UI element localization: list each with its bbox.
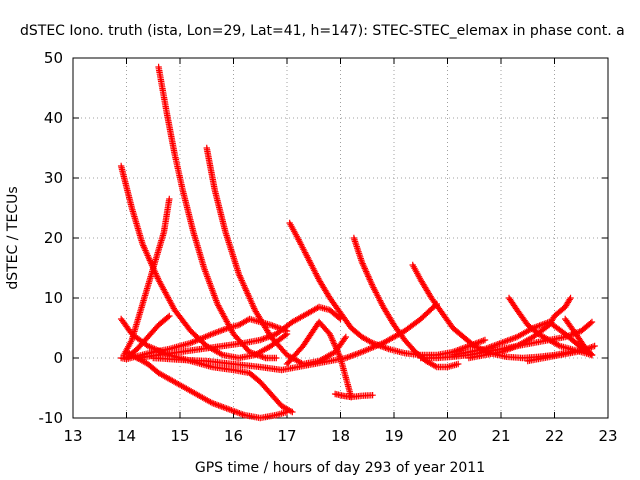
axis-ticks: 13 14 15 16 17 18 19 20 21 22 23 -10 0 10 20 30 40 50 xyxy=(39,49,618,445)
series xyxy=(117,162,291,362)
data-point xyxy=(289,408,296,416)
series xyxy=(123,348,291,422)
x-tick-label: 18 xyxy=(331,427,350,445)
x-tick-label: 23 xyxy=(598,427,617,445)
data-point xyxy=(555,341,562,349)
data-point xyxy=(166,195,173,203)
y-tick-label: 50 xyxy=(44,49,63,67)
data-point xyxy=(166,312,173,320)
chart-title: dSTEC Iono. truth (ista, Lon=29, Lat=41,… xyxy=(20,23,625,39)
series xyxy=(286,219,489,359)
data-point xyxy=(567,294,574,302)
x-tick-label: 19 xyxy=(384,427,403,445)
data-point xyxy=(432,362,439,370)
data-point xyxy=(591,342,598,350)
series xyxy=(465,294,574,362)
y-axis-title: dSTEC / TECUs xyxy=(5,186,21,289)
data-points xyxy=(117,63,598,422)
x-tick-label: 15 xyxy=(170,427,189,445)
y-tick-label: 0 xyxy=(53,349,63,367)
x-tick-label: 14 xyxy=(117,427,136,445)
series xyxy=(283,318,355,401)
data-point xyxy=(341,335,348,342)
series xyxy=(562,315,596,359)
series xyxy=(134,303,344,362)
data-point xyxy=(273,354,280,362)
series xyxy=(150,300,440,374)
x-tick-label: 13 xyxy=(63,427,82,445)
data-point xyxy=(588,351,596,359)
y-tick-label: -10 xyxy=(39,409,64,427)
y-tick-label: 30 xyxy=(44,169,63,187)
series xyxy=(331,390,376,401)
data-point xyxy=(588,318,596,326)
data-point xyxy=(587,350,595,357)
data-point xyxy=(164,313,172,321)
data-point xyxy=(342,333,350,341)
x-tick-label: 16 xyxy=(224,427,243,445)
data-point xyxy=(481,336,489,344)
series xyxy=(123,312,173,362)
data-point xyxy=(287,407,295,415)
series xyxy=(155,63,280,362)
data-point xyxy=(283,408,291,416)
data-point xyxy=(587,319,594,327)
x-axis-title: GPS time / hours of day 293 of year 2011 xyxy=(195,460,485,476)
data-point xyxy=(455,360,462,368)
y-tick-label: 10 xyxy=(44,289,63,307)
y-tick-label: 20 xyxy=(44,229,63,247)
grid xyxy=(73,58,608,418)
series xyxy=(350,234,462,371)
x-tick-label: 22 xyxy=(545,427,564,445)
x-tick-label: 17 xyxy=(277,427,296,445)
series xyxy=(120,195,173,359)
x-tick-label: 20 xyxy=(438,427,457,445)
data-point xyxy=(369,392,376,399)
y-tick-label: 40 xyxy=(44,109,63,127)
data-point xyxy=(566,296,573,303)
x-tick-label: 21 xyxy=(491,427,510,445)
data-point xyxy=(367,338,375,346)
